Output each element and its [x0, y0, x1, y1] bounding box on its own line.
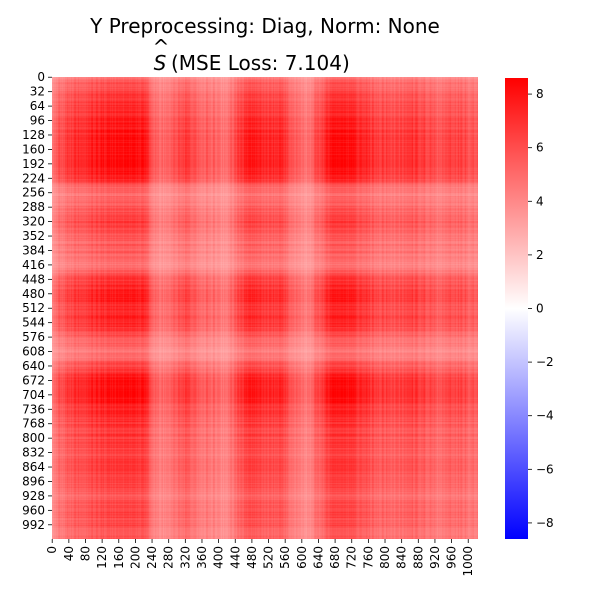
- x-tick-label: 200: [128, 546, 142, 569]
- colorbar-tick-label: 4: [536, 194, 544, 208]
- y-tick-label: 608: [22, 345, 45, 359]
- y-tick-label: 576: [22, 330, 45, 344]
- x-tick-label: 0: [45, 546, 59, 554]
- y-tick-label: 832: [22, 446, 45, 460]
- y-tick-label: 32: [30, 85, 45, 99]
- x-tick-label: 360: [195, 546, 209, 569]
- x-tick-label: 920: [428, 546, 442, 569]
- y-tick-label: 672: [22, 373, 45, 387]
- colorbar: [505, 78, 528, 539]
- y-tick-label: 768: [22, 417, 45, 431]
- y-tick-label: 992: [22, 518, 45, 532]
- x-tick-label: 960: [445, 546, 459, 569]
- y-tick-label: 896: [22, 474, 45, 488]
- x-tick-label: 440: [228, 546, 242, 569]
- y-tick-label: 352: [22, 229, 45, 243]
- colorbar-tick-label: 6: [536, 141, 544, 155]
- y-tick-label: 800: [22, 431, 45, 445]
- y-tick-label: 928: [22, 489, 45, 503]
- y-tick-label: 320: [22, 215, 45, 229]
- x-tick-label: 520: [262, 546, 276, 569]
- y-tick-label: 64: [30, 99, 45, 113]
- colorbar-tick-label: 2: [536, 248, 544, 262]
- x-tick-label: 400: [212, 546, 226, 569]
- y-tick-label: 224: [22, 171, 45, 185]
- chart-title-line-1: Y Preprocessing: Diag, Norm: None: [89, 14, 440, 38]
- chart-title-line-2: S ^ (MSE Loss: 7.104): [153, 35, 350, 75]
- y-tick-label: 384: [22, 243, 45, 257]
- y-axis: 0326496128160192224256288320352384416448…: [22, 70, 52, 532]
- y-tick-label: 640: [22, 359, 45, 373]
- colorbar-tick-label: −4: [536, 409, 554, 423]
- title-s-hat: S: [154, 51, 167, 75]
- x-tick-label: 600: [295, 546, 309, 569]
- x-tick-label: 80: [78, 546, 92, 561]
- y-tick-label: 0: [37, 70, 45, 84]
- colorbar-tick-label: −2: [536, 355, 554, 369]
- x-tick-label: 560: [278, 546, 292, 569]
- y-tick-label: 480: [22, 287, 45, 301]
- colorbar-tick-label: −8: [536, 516, 554, 530]
- x-tick-label: 800: [378, 546, 392, 569]
- y-tick-label: 704: [22, 388, 45, 402]
- x-tick-label: 680: [328, 546, 342, 569]
- colorbar-tick-label: 0: [536, 302, 544, 316]
- y-tick-label: 736: [22, 402, 45, 416]
- title-mse-loss: (MSE Loss: 7.104): [171, 51, 350, 75]
- y-tick-label: 448: [22, 272, 45, 286]
- x-tick-label: 40: [62, 546, 76, 561]
- x-tick-label: 240: [145, 546, 159, 569]
- x-tick-label: 280: [162, 546, 176, 569]
- y-tick-label: 192: [22, 157, 45, 171]
- y-tick-label: 544: [22, 316, 45, 330]
- y-tick-label: 512: [22, 301, 45, 315]
- y-tick-label: 288: [22, 200, 45, 214]
- x-tick-label: 840: [395, 546, 409, 569]
- title-hat-accent: ^: [153, 35, 170, 59]
- y-tick-label: 96: [30, 114, 45, 128]
- colorbar-tick-label: 8: [536, 87, 544, 101]
- x-tick-label: 880: [411, 546, 425, 569]
- x-tick-label: 480: [245, 546, 259, 569]
- x-axis: 0 40 80 120 160 200 240 280 320 360 400 440 480 520 56…: [45, 539, 475, 577]
- y-tick-label: 256: [22, 186, 45, 200]
- x-tick-label: 760: [361, 546, 375, 569]
- y-tick-label: 128: [22, 128, 45, 142]
- y-tick-label: 160: [22, 142, 45, 156]
- heatmap-area: [52, 77, 478, 539]
- colorbar-tick-label: −6: [536, 462, 554, 476]
- x-tick-label: 720: [345, 546, 359, 569]
- y-tick-label: 864: [22, 460, 45, 474]
- x-tick-label: 1000: [461, 546, 475, 577]
- y-tick-label: 416: [22, 258, 45, 272]
- colorbar-axis: 8 6 4 2 0 −2 −4 −6 −8: [528, 87, 554, 530]
- y-tick-label: 960: [22, 503, 45, 517]
- x-tick-label: 160: [112, 546, 126, 569]
- x-tick-label: 320: [178, 546, 192, 569]
- x-tick-label: 640: [311, 546, 325, 569]
- x-tick-label: 120: [95, 546, 109, 569]
